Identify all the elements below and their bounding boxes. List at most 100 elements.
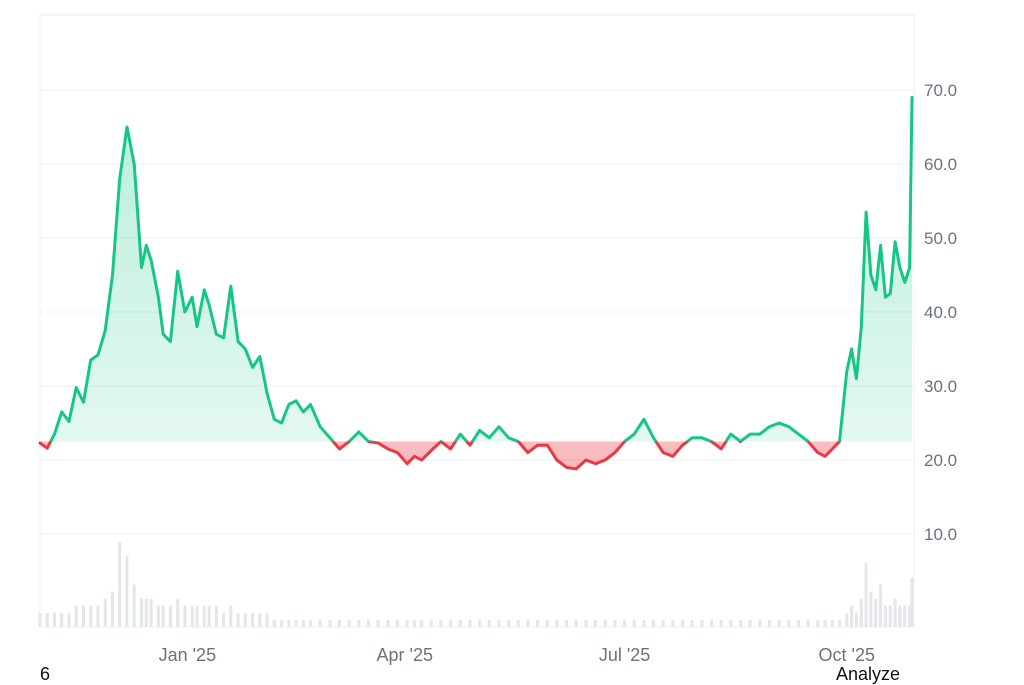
volume-bar — [156, 605, 160, 627]
volume-bar — [52, 612, 56, 627]
volume-bar — [487, 619, 491, 627]
volume-bar — [176, 598, 180, 627]
y-tick-label: 40.0 — [924, 303, 957, 322]
y-tick-label: 10.0 — [924, 525, 957, 544]
volume-bar — [526, 619, 530, 627]
volume-bar — [243, 612, 247, 627]
volume-bar — [893, 598, 897, 627]
price-line-up — [40, 95, 914, 442]
volume-bar — [632, 619, 636, 627]
volume-bar — [671, 619, 675, 627]
volume-bar — [478, 619, 482, 627]
analyze-button[interactable]: Analyze — [836, 664, 901, 684]
volume-bar — [294, 619, 298, 627]
volume-bar — [729, 619, 733, 627]
volume-bar — [229, 605, 233, 627]
y-axis: 10.0 20.0 30.0 40.0 50.0 60.0 70.0 — [924, 81, 957, 544]
volume-bar — [661, 619, 665, 627]
volume-bar — [309, 619, 313, 627]
volume-bar — [144, 598, 148, 627]
x-tick-label: Jul '25 — [599, 645, 650, 665]
volume-bar — [439, 619, 443, 627]
volume-bar — [376, 619, 380, 627]
volume-bar — [222, 612, 226, 627]
volume-bar — [910, 577, 914, 627]
volume-bar — [67, 612, 71, 627]
volume-bar — [888, 605, 892, 627]
volume-bar — [516, 619, 520, 627]
volume-bar — [738, 619, 742, 627]
volume-bar — [690, 619, 694, 627]
x-tick-label: Oct '25 — [819, 645, 875, 665]
volume-bar — [748, 619, 752, 627]
volume-bar — [642, 619, 646, 627]
volume-bar — [301, 619, 305, 627]
volume-bar — [386, 619, 390, 627]
volume-bar — [574, 619, 578, 627]
volume-bar — [507, 619, 511, 627]
volume-bar — [60, 612, 64, 627]
volume-bar — [710, 619, 714, 627]
volume-bar — [719, 619, 723, 627]
volume-bar — [545, 619, 549, 627]
volume-bar — [623, 619, 627, 627]
volume-bar — [823, 619, 827, 627]
volume-bar — [536, 619, 540, 627]
volume-bar — [767, 619, 771, 627]
volume-bar — [864, 563, 868, 627]
volume-bar — [357, 619, 361, 627]
volume-bar — [898, 605, 902, 627]
volume-bar — [869, 591, 873, 627]
volume-bar — [265, 612, 269, 627]
volume-bar — [81, 605, 85, 627]
x-tick-label: Apr '25 — [377, 645, 433, 665]
volume-bar — [74, 605, 78, 627]
volume-bar — [565, 619, 569, 627]
price-line-down — [38, 441, 842, 471]
volume-bar — [45, 612, 49, 627]
volume-bar — [787, 619, 791, 627]
volume-bar — [118, 542, 122, 627]
volume-bar — [859, 598, 863, 627]
volume-bar — [338, 619, 342, 627]
volume-bar — [89, 605, 93, 627]
volume-bar — [883, 605, 887, 627]
volume-bar — [584, 619, 588, 627]
volume-bar — [207, 605, 211, 627]
volume-bar — [854, 612, 858, 627]
volume-bar — [458, 619, 462, 627]
volume-bar — [190, 605, 194, 627]
volume-bar — [903, 605, 907, 627]
plot-frame — [39, 14, 915, 628]
volume-bar — [395, 619, 399, 627]
volume-bar — [367, 619, 371, 627]
y-tick-label: 70.0 — [924, 81, 957, 100]
volume-bar — [879, 584, 883, 627]
volume-bar — [908, 605, 912, 627]
volume-bar — [700, 619, 704, 627]
volume-bar — [280, 619, 284, 627]
x-axis: Jan '25 Apr '25 Jul '25 Oct '25 — [159, 645, 875, 665]
volume-bar — [830, 619, 834, 627]
volume-bar — [183, 605, 187, 627]
volume-bar — [103, 598, 107, 627]
volume-bar — [681, 619, 685, 627]
volume-bar — [251, 612, 255, 627]
volume-bar — [816, 619, 820, 627]
volume-bar — [96, 605, 100, 627]
volume-bar — [777, 619, 781, 627]
volume-bar — [429, 619, 433, 627]
volume-bar — [594, 619, 598, 627]
volume-bar — [347, 619, 351, 627]
volume-bar — [497, 619, 501, 627]
volume-bar — [838, 619, 842, 627]
price-areas — [40, 97, 912, 469]
volume-bar — [132, 584, 136, 627]
volume-bar — [287, 619, 291, 627]
volume-bar — [555, 619, 559, 627]
volume-bar — [603, 619, 607, 627]
volume-bar — [258, 612, 262, 627]
y-tick-label: 20.0 — [924, 451, 957, 470]
volume-bar — [806, 619, 810, 627]
